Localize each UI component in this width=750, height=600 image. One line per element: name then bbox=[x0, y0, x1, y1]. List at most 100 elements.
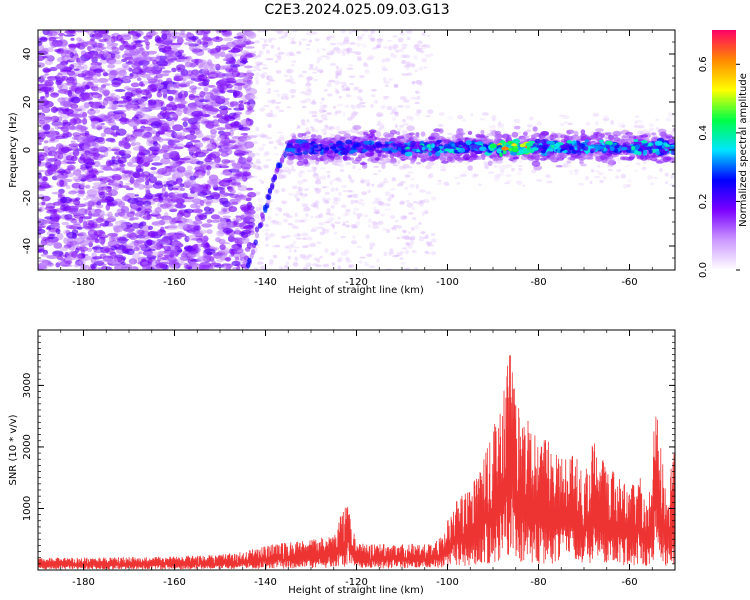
heatmap-cell bbox=[275, 206, 280, 211]
heatmap-cell bbox=[68, 198, 79, 202]
heatmap-cell bbox=[441, 160, 449, 164]
heatmap-cell bbox=[566, 129, 575, 134]
heatmap-cell bbox=[92, 182, 104, 186]
heatmap-cell bbox=[38, 62, 45, 68]
heatmap-cell bbox=[324, 191, 331, 195]
heatmap-cell bbox=[98, 229, 104, 236]
heatmap-cell bbox=[318, 222, 325, 226]
heatmap-cell bbox=[215, 30, 222, 34]
heatmap-cell bbox=[235, 177, 246, 181]
heatmap-cell bbox=[282, 218, 289, 223]
heatmap-cell bbox=[261, 71, 268, 76]
heatmap-cell bbox=[256, 68, 262, 71]
heatmap-cell bbox=[321, 109, 327, 113]
heatmap-cell bbox=[93, 69, 104, 73]
heatmap-cell bbox=[158, 85, 171, 93]
heatmap-cell bbox=[513, 125, 521, 130]
heatmap-cell bbox=[44, 73, 49, 76]
heatmap-cell bbox=[479, 118, 485, 121]
heatmap-cell bbox=[170, 32, 183, 35]
heatmap-cell bbox=[124, 91, 133, 99]
heatmap-cell bbox=[412, 216, 417, 221]
heatmap-cell bbox=[38, 219, 48, 226]
heatmap-cell bbox=[203, 206, 211, 212]
heatmap-cell bbox=[104, 220, 110, 227]
heatmap-cell bbox=[155, 175, 163, 179]
heatmap-cell bbox=[409, 183, 415, 189]
heatmap-cell bbox=[224, 116, 236, 122]
heatmap-cell bbox=[82, 220, 87, 227]
heatmap-cell bbox=[256, 261, 264, 265]
heatmap-cell bbox=[75, 148, 85, 152]
heatmap-cell bbox=[189, 43, 195, 52]
heatmap-cell bbox=[620, 135, 629, 139]
heatmap-cell bbox=[195, 209, 201, 213]
heatmap-cell bbox=[91, 185, 103, 190]
heatmap-cell bbox=[329, 42, 337, 46]
heatmap-cell bbox=[335, 248, 339, 254]
heatmap-cell bbox=[417, 47, 422, 51]
heatmap-cell bbox=[359, 199, 364, 202]
heatmap-cell bbox=[217, 163, 228, 167]
heatmap-cell bbox=[259, 221, 264, 228]
heatmap-cell bbox=[38, 104, 44, 110]
heatmap-cell bbox=[416, 95, 421, 100]
heatmap-cell bbox=[265, 243, 269, 247]
heatmap-cell bbox=[83, 202, 94, 207]
heatmap-cell bbox=[121, 173, 128, 179]
heatmap-cell bbox=[399, 156, 408, 161]
heatmap-cell bbox=[238, 100, 244, 104]
heatmap-cell bbox=[76, 193, 85, 197]
heatmap-cell bbox=[430, 232, 436, 237]
heatmap-cell bbox=[424, 54, 432, 58]
heatmap-cell bbox=[650, 182, 654, 186]
heatmap-cell bbox=[54, 64, 66, 70]
heatmap-cell bbox=[100, 122, 105, 126]
heatmap-cell bbox=[230, 47, 241, 54]
heatmap-cell bbox=[310, 215, 314, 219]
heatmap-cell bbox=[278, 266, 284, 270]
heatmap-cell bbox=[205, 122, 215, 129]
heatmap-cell bbox=[224, 135, 230, 140]
heatmap-cell bbox=[115, 244, 120, 248]
heatmap-cell bbox=[602, 115, 610, 118]
heatmap-cell bbox=[402, 247, 408, 250]
heatmap-cell bbox=[130, 142, 136, 147]
heatmap-cell bbox=[163, 45, 172, 52]
heatmap-cell bbox=[363, 30, 369, 33]
heatmap-cell bbox=[273, 153, 279, 156]
heatmap-cell bbox=[206, 107, 219, 115]
heatmap-cell bbox=[204, 211, 213, 215]
heatmap-cell bbox=[394, 124, 398, 128]
heatmap-cell bbox=[152, 198, 162, 202]
heatmap-cell bbox=[71, 241, 82, 245]
heatmap-cell bbox=[107, 211, 113, 219]
heatmap-cell bbox=[88, 162, 93, 168]
heatmap-cell bbox=[143, 161, 150, 168]
heatmap-cell bbox=[259, 133, 266, 138]
heatmap-cell bbox=[200, 149, 209, 155]
heatmap-cell bbox=[90, 91, 99, 95]
heatmap-cell bbox=[594, 169, 601, 173]
heatmap-cell bbox=[488, 124, 493, 129]
heatmap-cell bbox=[155, 265, 161, 270]
heatmap-cell bbox=[321, 97, 325, 101]
heatmap-cell bbox=[298, 219, 305, 223]
heatmap-cell bbox=[155, 220, 162, 227]
heatmap-cell bbox=[146, 50, 158, 55]
heatmap-cell bbox=[339, 169, 345, 172]
heatmap-cell bbox=[42, 124, 51, 131]
heatmap-cell bbox=[244, 46, 255, 49]
heatmap-cell bbox=[296, 197, 301, 202]
heatmap-cell bbox=[258, 178, 263, 182]
heatmap-cell bbox=[145, 43, 150, 50]
heatmap-cell bbox=[205, 195, 215, 200]
heatmap-cell bbox=[232, 237, 242, 240]
heatmap-cell bbox=[85, 184, 91, 189]
heatmap-cell bbox=[517, 164, 524, 168]
heatmap-cell bbox=[138, 152, 146, 156]
heatmap-cell bbox=[179, 157, 191, 161]
heatmap-cell bbox=[134, 142, 141, 146]
heatmap-cell bbox=[426, 109, 434, 115]
heatmap-cell bbox=[523, 131, 528, 137]
